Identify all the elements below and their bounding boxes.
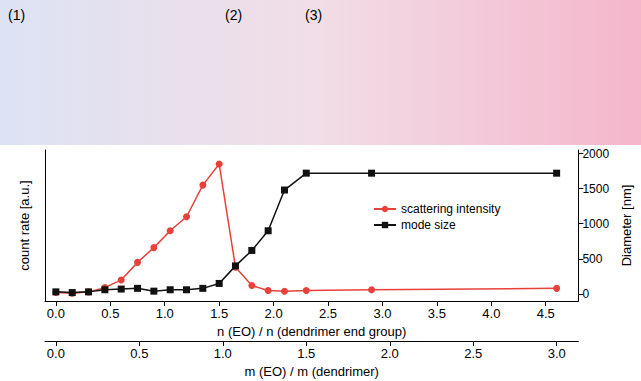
svg-text:4.0: 4.0 — [482, 306, 500, 321]
svg-text:2.0: 2.0 — [381, 346, 399, 361]
svg-text:2.5: 2.5 — [319, 306, 337, 321]
svg-text:1500: 1500 — [582, 182, 609, 196]
svg-text:m (EO) / m (dendrimer): m (EO) / m (dendrimer) — [245, 364, 379, 379]
svg-text:4.5: 4.5 — [537, 306, 555, 321]
svg-text:Diameter [nm]: Diameter [nm] — [619, 185, 634, 267]
svg-text:(2): (2) — [225, 7, 242, 23]
svg-text:3.0: 3.0 — [373, 306, 391, 321]
svg-text:0.0: 0.0 — [47, 346, 65, 361]
svg-text:n (EO) / n (dendrimer end grou: n (EO) / n (dendrimer end group) — [217, 324, 406, 339]
svg-text:2.5: 2.5 — [464, 346, 482, 361]
svg-text:1.0: 1.0 — [156, 306, 174, 321]
svg-text:mode size: mode size — [401, 218, 456, 232]
svg-text:count rate [a.u.]: count rate [a.u.] — [17, 180, 32, 270]
svg-text:1.5: 1.5 — [210, 306, 228, 321]
svg-text:0.5: 0.5 — [101, 306, 119, 321]
svg-text:0: 0 — [582, 287, 589, 301]
svg-text:2.0: 2.0 — [265, 306, 283, 321]
svg-text:0.5: 0.5 — [130, 346, 148, 361]
svg-text:1.0: 1.0 — [214, 346, 232, 361]
svg-text:2000: 2000 — [582, 147, 609, 161]
svg-text:1.5: 1.5 — [297, 346, 315, 361]
svg-text:3.0: 3.0 — [548, 346, 566, 361]
svg-text:scattering intensity: scattering intensity — [401, 202, 500, 216]
svg-text:3.5: 3.5 — [428, 306, 446, 321]
svg-text:0.0: 0.0 — [47, 306, 65, 321]
svg-text:(1): (1) — [8, 7, 25, 23]
svg-text:500: 500 — [582, 252, 602, 266]
svg-text:1000: 1000 — [582, 217, 609, 231]
svg-text:(3): (3) — [305, 7, 322, 23]
